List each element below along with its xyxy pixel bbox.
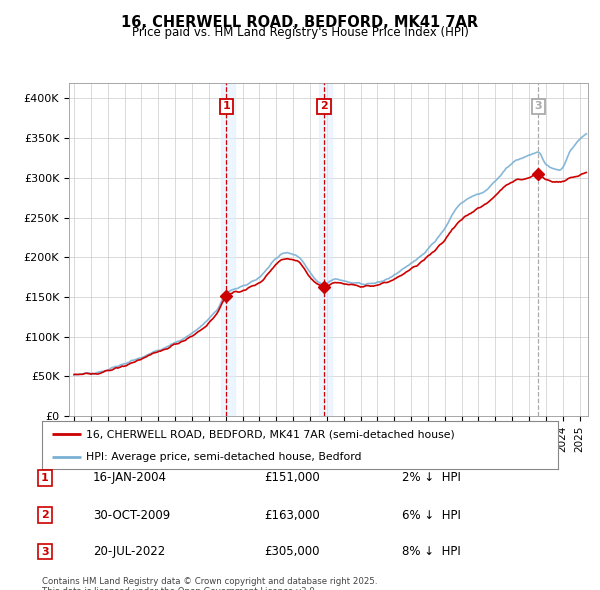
Text: 2: 2 xyxy=(41,510,49,520)
Text: 30-OCT-2009: 30-OCT-2009 xyxy=(93,509,170,522)
Text: 16, CHERWELL ROAD, BEDFORD, MK41 7AR (semi-detached house): 16, CHERWELL ROAD, BEDFORD, MK41 7AR (se… xyxy=(86,429,455,439)
Text: £163,000: £163,000 xyxy=(264,509,320,522)
Text: £305,000: £305,000 xyxy=(264,545,320,558)
Text: HPI: Average price, semi-detached house, Bedford: HPI: Average price, semi-detached house,… xyxy=(86,452,361,462)
Text: 2: 2 xyxy=(320,101,328,112)
Text: 8% ↓  HPI: 8% ↓ HPI xyxy=(402,545,461,558)
Text: 1: 1 xyxy=(41,473,49,483)
Bar xyxy=(319,83,332,416)
Text: 6% ↓  HPI: 6% ↓ HPI xyxy=(402,509,461,522)
Bar xyxy=(221,83,235,416)
Text: 1: 1 xyxy=(223,101,230,112)
Text: £151,000: £151,000 xyxy=(264,471,320,484)
Text: 2% ↓  HPI: 2% ↓ HPI xyxy=(402,471,461,484)
Text: 20-JUL-2022: 20-JUL-2022 xyxy=(93,545,165,558)
Text: Price paid vs. HM Land Registry's House Price Index (HPI): Price paid vs. HM Land Registry's House … xyxy=(131,26,469,39)
Text: Contains HM Land Registry data © Crown copyright and database right 2025.
This d: Contains HM Land Registry data © Crown c… xyxy=(42,577,377,590)
Text: 16-JAN-2004: 16-JAN-2004 xyxy=(93,471,167,484)
Text: 16, CHERWELL ROAD, BEDFORD, MK41 7AR: 16, CHERWELL ROAD, BEDFORD, MK41 7AR xyxy=(121,15,479,30)
Text: 3: 3 xyxy=(535,101,542,112)
Text: 3: 3 xyxy=(41,547,49,556)
